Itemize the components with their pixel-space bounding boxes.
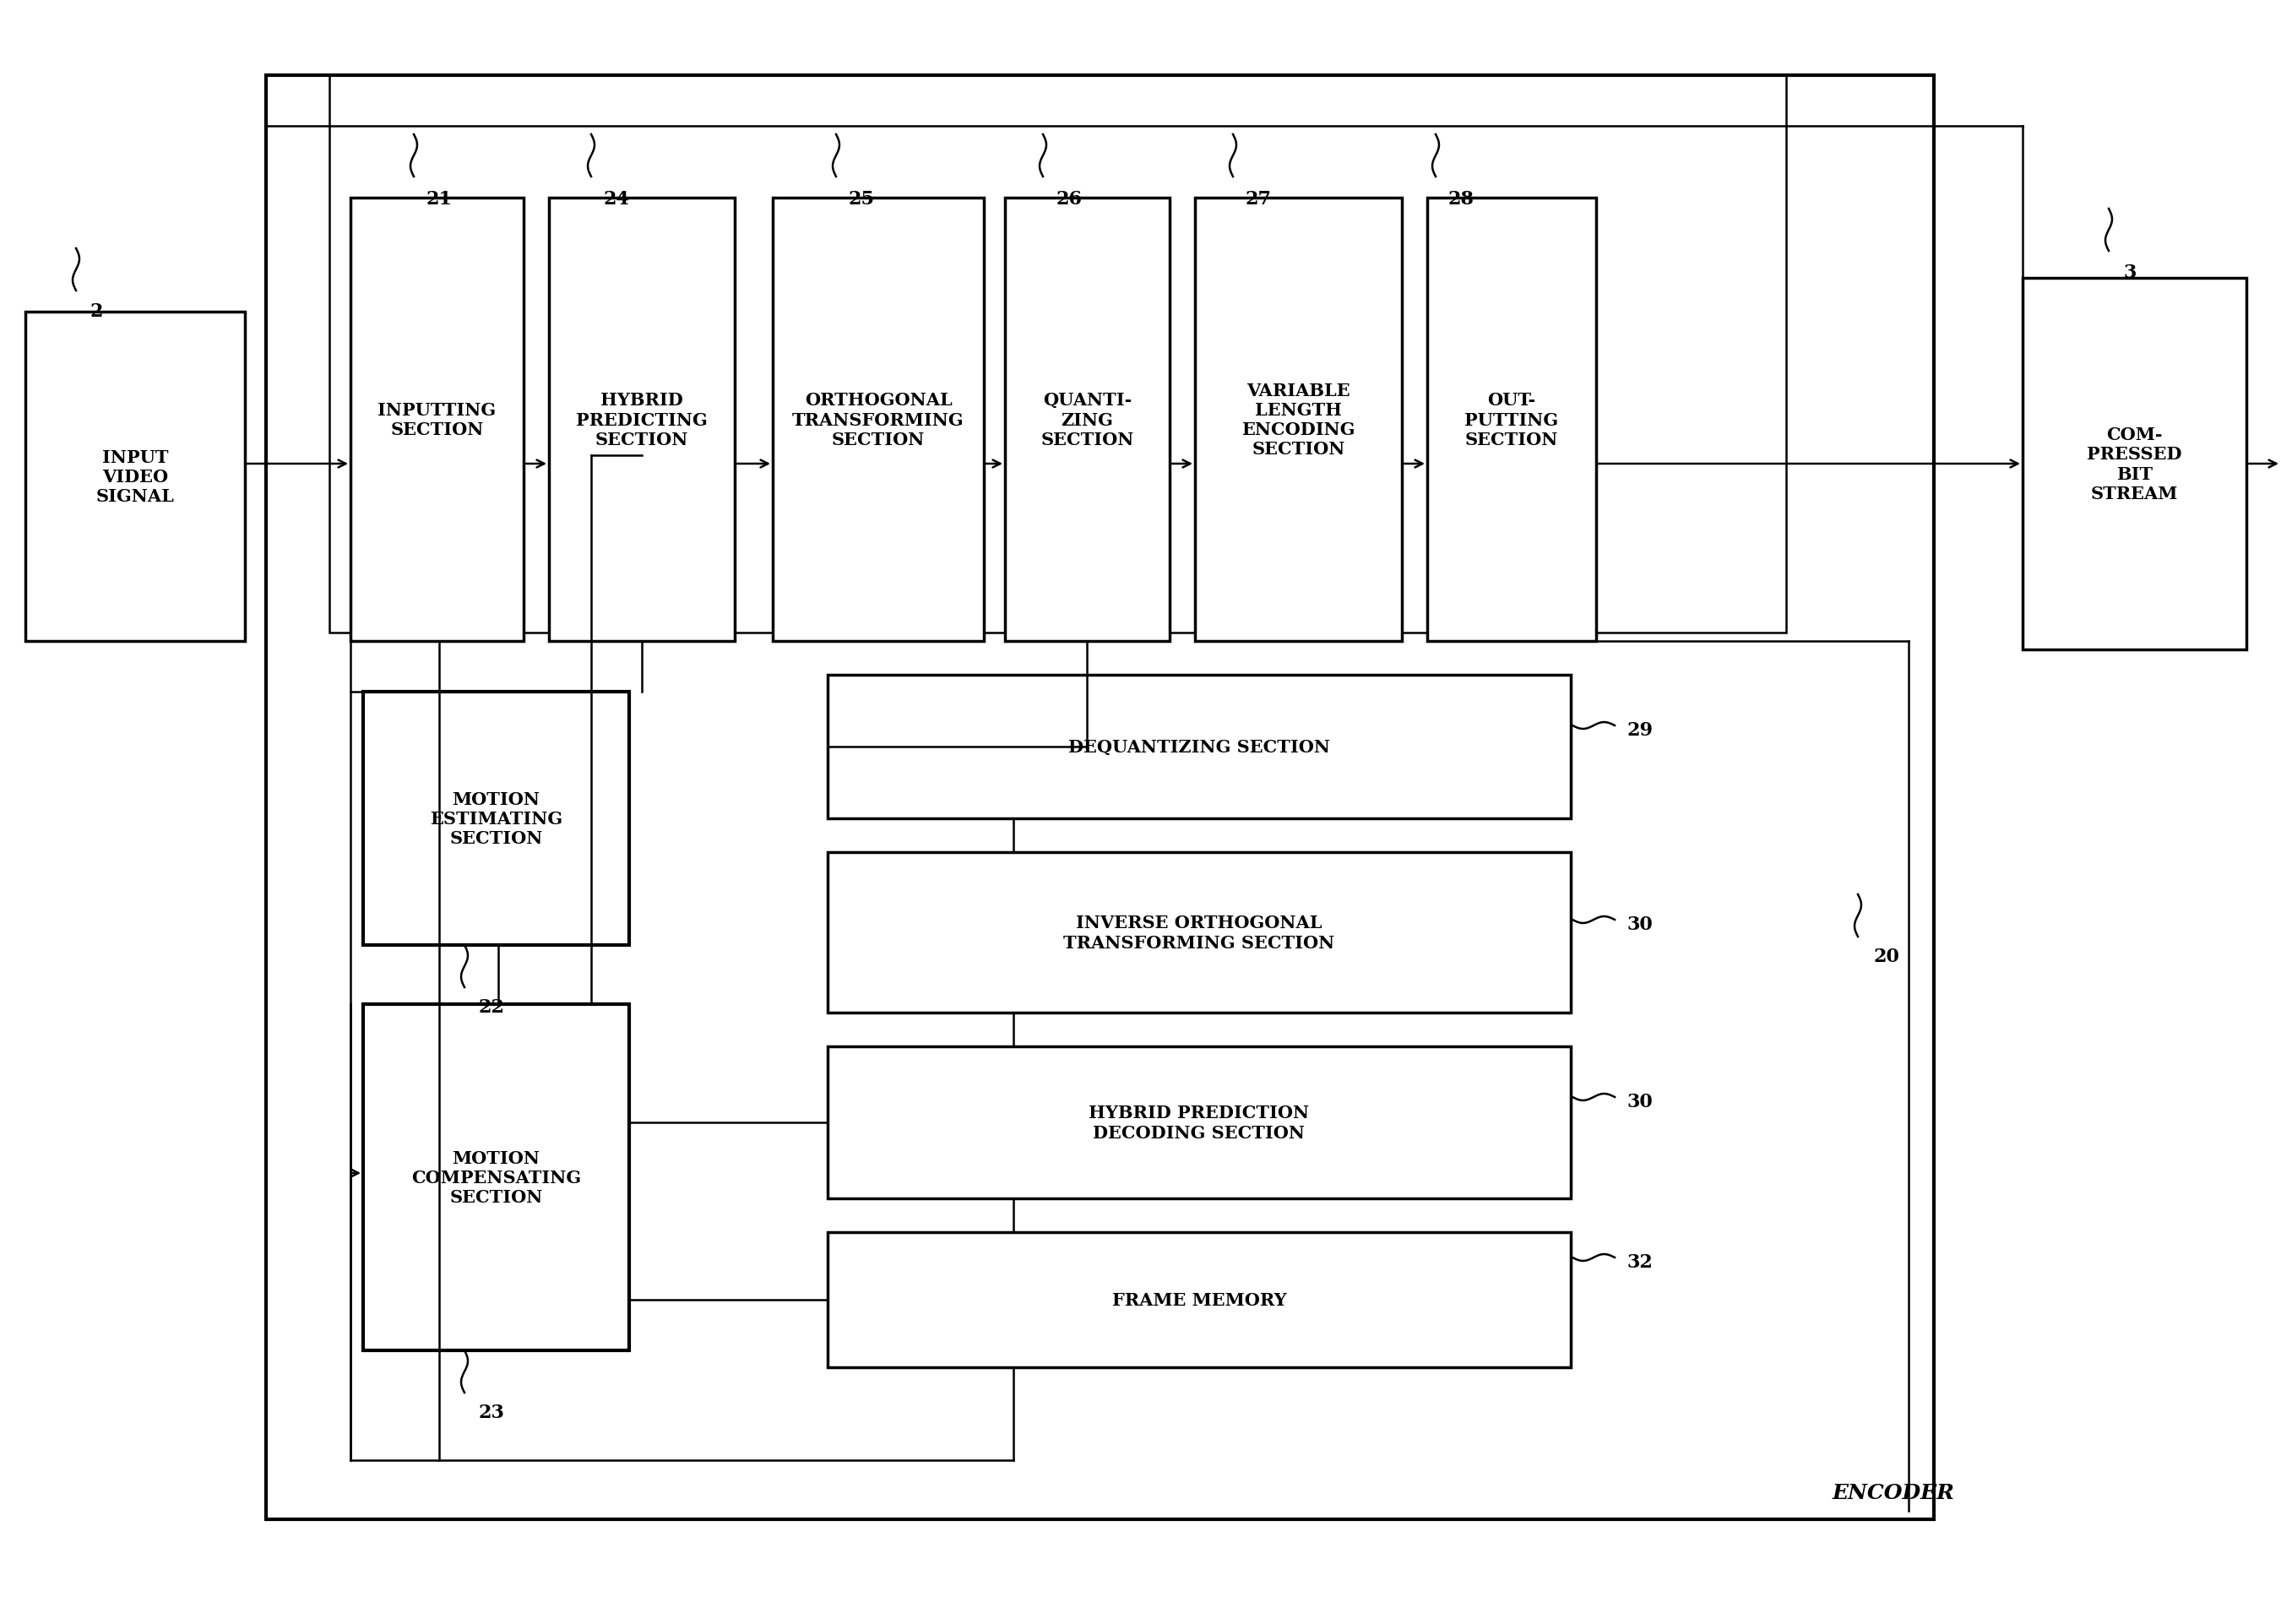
Bar xyxy=(828,853,1572,1013)
Text: QUANTI-: QUANTI- xyxy=(1042,391,1131,409)
Text: ENCODER: ENCODER xyxy=(1832,1483,1955,1502)
Text: 32: 32 xyxy=(1626,1252,1654,1272)
Text: PREDICTING: PREDICTING xyxy=(577,411,707,429)
Text: PRESSED: PRESSED xyxy=(2087,447,2183,463)
Text: HYBRID: HYBRID xyxy=(600,391,682,409)
Text: OUT-: OUT- xyxy=(1487,391,1535,409)
Bar xyxy=(363,692,630,945)
Text: PUTTING: PUTTING xyxy=(1464,411,1558,429)
Text: COM-: COM- xyxy=(2105,427,2162,443)
Bar xyxy=(267,76,1934,1520)
Text: INVERSE ORTHOGONAL: INVERSE ORTHOGONAL xyxy=(1077,914,1323,931)
Bar xyxy=(1006,198,1170,641)
Text: 26: 26 xyxy=(1056,190,1081,208)
Bar xyxy=(828,676,1572,818)
Text: SIGNAL: SIGNAL xyxy=(96,489,173,505)
Text: 29: 29 xyxy=(1626,721,1654,739)
Text: 30: 30 xyxy=(1626,1093,1654,1111)
Text: ZING: ZING xyxy=(1061,411,1113,429)
Bar xyxy=(1195,198,1403,641)
Bar xyxy=(828,1046,1572,1199)
Text: HYBRID PREDICTION: HYBRID PREDICTION xyxy=(1088,1104,1309,1121)
Text: MOTION: MOTION xyxy=(452,1150,541,1166)
Text: ORTHOGONAL: ORTHOGONAL xyxy=(805,391,951,409)
Bar xyxy=(363,1005,630,1351)
Text: VARIABLE: VARIABLE xyxy=(1248,382,1350,400)
Text: SECTION: SECTION xyxy=(449,1189,543,1205)
Text: FRAME MEMORY: FRAME MEMORY xyxy=(1111,1291,1286,1309)
Text: 27: 27 xyxy=(1245,190,1273,208)
Text: DEQUANTIZING SECTION: DEQUANTIZING SECTION xyxy=(1068,739,1330,755)
Text: 20: 20 xyxy=(1873,947,1900,966)
Text: SECTION: SECTION xyxy=(449,830,543,846)
Text: ESTIMATING: ESTIMATING xyxy=(429,810,563,827)
Text: SECTION: SECTION xyxy=(833,430,924,448)
Text: 22: 22 xyxy=(479,997,504,1017)
Text: 28: 28 xyxy=(1448,190,1474,208)
Text: 21: 21 xyxy=(427,190,452,208)
Text: SECTION: SECTION xyxy=(595,430,689,448)
Text: SECTION: SECTION xyxy=(390,421,484,438)
Bar xyxy=(828,1233,1572,1367)
Bar xyxy=(2023,279,2247,650)
Text: SECTION: SECTION xyxy=(1252,442,1346,458)
Text: COMPENSATING: COMPENSATING xyxy=(411,1169,582,1186)
Bar xyxy=(328,76,1786,633)
Bar xyxy=(773,198,983,641)
Text: 30: 30 xyxy=(1626,914,1654,934)
Text: MOTION: MOTION xyxy=(452,791,541,807)
Text: 25: 25 xyxy=(849,190,876,208)
Text: SECTION: SECTION xyxy=(1464,430,1558,448)
Text: INPUT: INPUT xyxy=(103,448,169,466)
Text: VIDEO: VIDEO xyxy=(103,468,169,486)
Text: INPUTTING: INPUTTING xyxy=(379,401,497,419)
Text: TRANSFORMING SECTION: TRANSFORMING SECTION xyxy=(1063,934,1334,952)
Bar xyxy=(351,198,525,641)
Text: 24: 24 xyxy=(604,190,630,208)
Text: DECODING SECTION: DECODING SECTION xyxy=(1093,1124,1305,1142)
Text: STREAM: STREAM xyxy=(2092,486,2178,502)
Text: LENGTH: LENGTH xyxy=(1255,401,1341,419)
Text: BIT: BIT xyxy=(2117,466,2153,482)
Text: 3: 3 xyxy=(2124,263,2135,283)
Bar xyxy=(550,198,734,641)
Bar xyxy=(1428,198,1597,641)
Bar xyxy=(25,312,244,641)
Text: 23: 23 xyxy=(479,1403,504,1421)
Text: 2: 2 xyxy=(91,302,103,322)
Text: SECTION: SECTION xyxy=(1040,430,1134,448)
Text: TRANSFORMING: TRANSFORMING xyxy=(792,411,965,429)
Text: ENCODING: ENCODING xyxy=(1241,421,1355,438)
